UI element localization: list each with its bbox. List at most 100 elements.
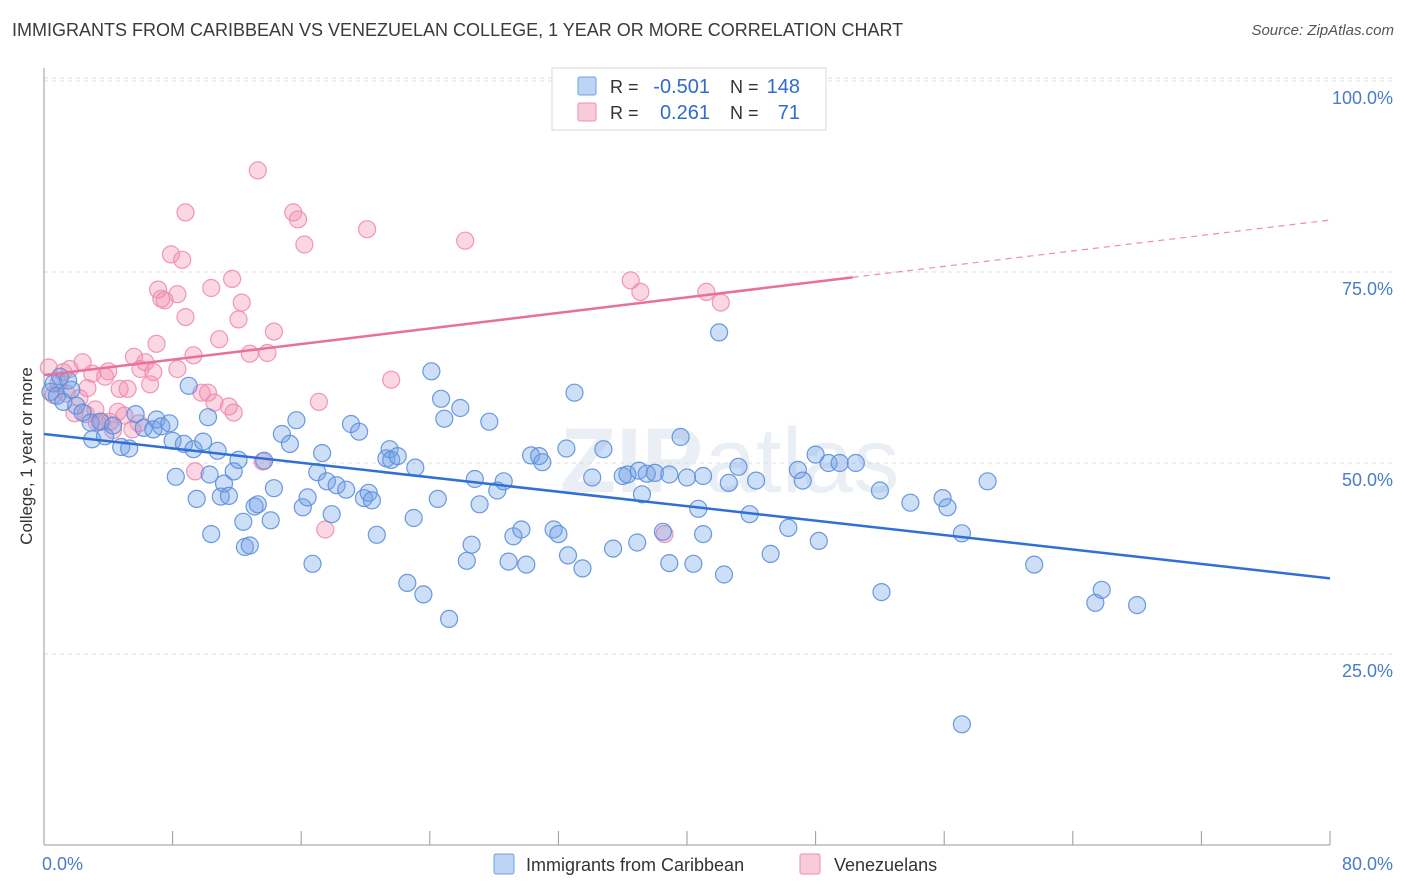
data-point xyxy=(309,392,328,411)
data-point xyxy=(901,493,920,512)
data-point xyxy=(697,282,716,301)
data-point xyxy=(618,465,637,484)
legend-r-label-venezuelan: R = xyxy=(610,103,639,123)
data-point xyxy=(176,203,195,222)
series-legend-label-venezuelan: Venezuelans xyxy=(834,855,937,875)
data-point xyxy=(327,476,346,495)
data-point xyxy=(240,344,259,363)
data-point xyxy=(653,522,673,541)
data-point xyxy=(693,524,713,544)
data-point xyxy=(78,379,97,398)
data-point xyxy=(362,491,381,510)
data-point xyxy=(978,472,997,491)
data-point xyxy=(499,552,518,571)
data-point xyxy=(223,269,242,288)
series-legend-label-caribbean: Immigrants from Caribbean xyxy=(526,855,744,875)
data-point xyxy=(440,609,459,629)
data-point xyxy=(632,485,652,504)
data-point xyxy=(451,398,470,418)
data-point xyxy=(432,389,451,408)
data-point xyxy=(645,463,665,482)
data-point xyxy=(160,414,179,433)
legend-r-value-venezuelan: 0.261 xyxy=(660,102,710,124)
data-point xyxy=(210,330,229,349)
data-point xyxy=(1127,595,1147,615)
data-point xyxy=(67,396,86,415)
data-point xyxy=(388,447,407,466)
legend-r-label-caribbean: R = xyxy=(610,77,639,97)
data-point xyxy=(558,546,578,565)
trend-line-caribbean xyxy=(43,432,1331,580)
data-point xyxy=(166,467,185,486)
x-tick-max: 80.0% xyxy=(1342,854,1393,874)
data-point xyxy=(660,553,679,573)
data-point xyxy=(761,544,780,564)
data-point xyxy=(219,397,238,416)
data-point xyxy=(709,323,729,342)
data-point xyxy=(186,462,205,481)
data-point xyxy=(793,471,812,490)
data-point xyxy=(144,363,163,382)
data-point xyxy=(224,462,243,481)
data-point xyxy=(99,362,118,381)
data-point xyxy=(631,282,650,301)
data-point xyxy=(404,508,423,528)
data-point xyxy=(187,489,206,508)
chart-title: IMMIGRANTS FROM CARIBBEAN VS VENEZUELAN … xyxy=(12,20,904,40)
data-point xyxy=(245,497,264,516)
trend-line-venezuelan-extension xyxy=(852,219,1331,278)
data-point xyxy=(126,405,145,424)
series-legend: Immigrants from Caribbean Venezuelans xyxy=(493,853,937,875)
data-point xyxy=(295,235,314,254)
data-point xyxy=(198,408,218,427)
data-point xyxy=(264,479,283,498)
data-point xyxy=(176,308,195,327)
data-point xyxy=(465,469,484,489)
data-point xyxy=(470,495,489,514)
data-point xyxy=(202,278,221,298)
data-point xyxy=(264,322,283,341)
data-point xyxy=(358,220,377,239)
data-point xyxy=(168,359,187,379)
data-point xyxy=(952,524,972,543)
data-point xyxy=(480,412,499,431)
data-point xyxy=(846,453,865,473)
legend-n-label-caribbean: N = xyxy=(730,77,759,97)
data-point xyxy=(711,293,730,312)
data-point xyxy=(316,520,335,539)
data-point xyxy=(232,293,251,312)
source-credit: Source: ZipAtlas.com xyxy=(1251,22,1394,39)
data-point xyxy=(788,460,808,479)
correlation-legend: R = -0.501 N = 148 R = 0.261 N = 71 xyxy=(551,67,827,131)
data-point xyxy=(779,518,798,538)
data-point xyxy=(422,362,441,381)
legend-swatch-venezuelan xyxy=(577,102,597,122)
y-axis-label: College, 1 year or more xyxy=(17,367,36,545)
data-point xyxy=(179,376,198,395)
legend-n-value-caribbean: 148 xyxy=(767,76,800,98)
y-tick-labels: 100.0% 75.0% 50.0% 25.0% xyxy=(1332,88,1393,681)
data-point xyxy=(719,473,738,492)
data-point xyxy=(462,535,481,554)
data-point xyxy=(287,411,306,430)
data-point xyxy=(298,488,317,507)
data-point xyxy=(870,481,890,500)
data-point xyxy=(677,468,697,487)
data-point xyxy=(457,551,476,570)
data-point xyxy=(512,520,531,539)
y-tick-100: 100.0% xyxy=(1332,88,1393,108)
data-point xyxy=(322,505,341,524)
data-point xyxy=(1092,580,1111,599)
data-point xyxy=(202,524,221,544)
data-point xyxy=(280,434,299,453)
data-point xyxy=(134,418,153,437)
data-point xyxy=(933,489,952,508)
data-point xyxy=(517,555,536,574)
data-point xyxy=(557,439,576,458)
legend-n-value-venezuelan: 71 xyxy=(778,102,800,124)
data-point xyxy=(583,468,602,487)
data-point xyxy=(660,465,679,484)
data-point xyxy=(173,250,192,269)
data-point xyxy=(435,409,454,428)
